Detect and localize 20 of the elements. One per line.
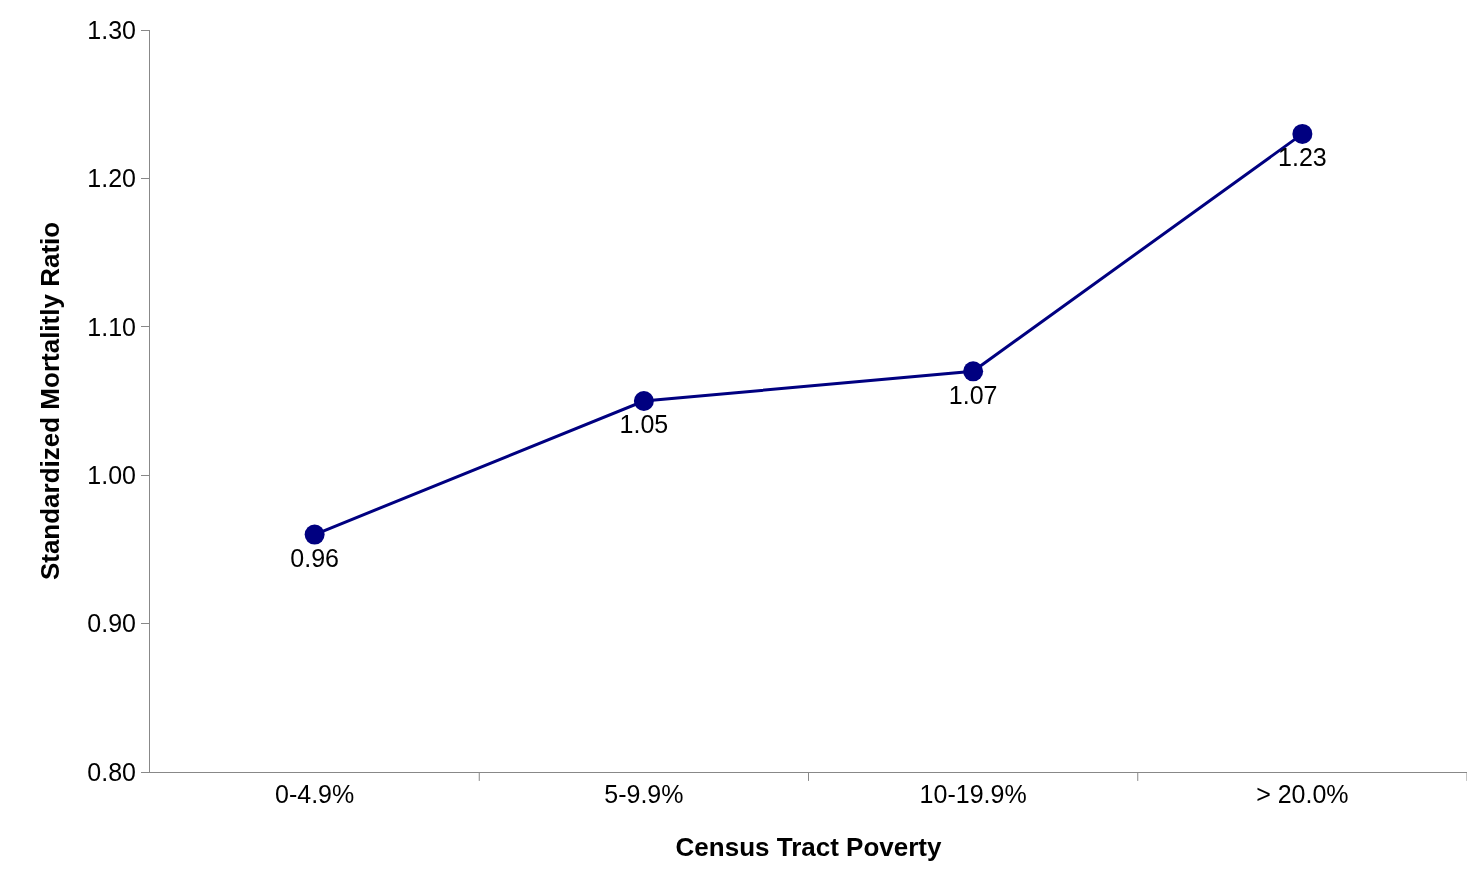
x-axis-title: Census Tract Poverty — [675, 831, 942, 862]
data-label: 1.07 — [948, 380, 998, 409]
y-tick-label: 1.10 — [87, 312, 136, 341]
y-tick-label: 1.30 — [87, 15, 136, 44]
y-axis-title: Standardized Mortalitly Ratio — [34, 221, 65, 581]
x-tick-label: 10-19.9% — [919, 780, 1027, 808]
point — [963, 361, 984, 382]
x-tick-label: 0-4.9% — [275, 780, 355, 808]
point — [633, 391, 654, 411]
point — [304, 524, 325, 545]
x-tick-label: 5-9.9% — [604, 780, 684, 808]
y-tick-label: 0.80 — [87, 757, 136, 786]
y-tick-label: 0.90 — [87, 609, 136, 638]
y-tick-label: 1.00 — [87, 460, 136, 489]
data-label: 1.23 — [1278, 143, 1327, 172]
data-label: 0.96 — [290, 543, 339, 572]
y-tick-label: 1.20 — [87, 164, 136, 193]
data-label: 1.05 — [619, 410, 669, 439]
point — [1292, 123, 1313, 144]
x-tick-label: > 20.0% — [1256, 780, 1349, 808]
